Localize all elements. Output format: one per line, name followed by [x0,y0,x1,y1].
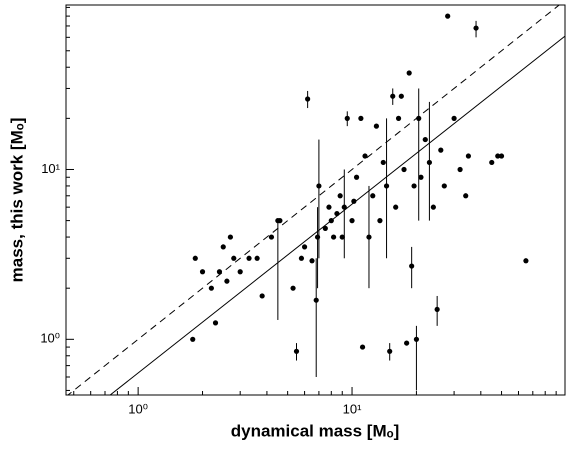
point [366,234,372,240]
y-tick-label: 10¹ [41,161,60,176]
point [190,336,196,342]
y-axis-label: mass, this work [Mₒ] [7,118,26,283]
point [298,255,305,261]
point [457,166,463,173]
point [422,136,428,143]
point [208,285,214,291]
x-tick-label: 10⁰ [128,401,148,416]
point [322,225,328,231]
point [344,115,350,121]
point [370,193,376,199]
point [465,153,472,159]
point [498,153,505,159]
point [309,258,315,264]
point [495,153,501,159]
point [277,218,283,224]
point [330,234,337,240]
point [401,166,407,173]
point [337,193,343,199]
point [259,293,265,299]
point [199,269,206,275]
x-tick-label: 10¹ [343,401,362,416]
point [353,174,360,180]
point [445,13,451,19]
point [373,123,380,129]
point [409,263,415,269]
point [426,159,433,166]
point [473,25,479,31]
point [416,115,422,121]
point [395,115,402,121]
x-axis-label: dynamical mass [Mₒ] [231,421,400,440]
point [377,218,383,224]
point [418,174,424,180]
plot-frame [65,4,566,396]
point [362,153,368,159]
point [290,285,296,291]
y-tick-label: 10⁰ [40,331,60,346]
point [404,340,410,346]
point [305,96,311,102]
point [192,255,198,261]
point [387,348,393,354]
point [220,244,226,250]
point [358,115,364,121]
point [224,278,230,284]
point [227,234,234,240]
point [406,70,412,76]
point [434,306,440,313]
point [316,183,322,189]
point [523,258,529,264]
point [390,93,396,99]
point [393,204,399,210]
point [438,147,444,153]
point [231,255,237,261]
reference-line [67,5,560,395]
point [489,159,495,166]
plot-area [67,5,565,395]
point [351,198,357,204]
point [254,255,260,261]
point [293,348,300,354]
point [237,269,243,275]
point [268,234,275,240]
point [430,204,436,210]
point [339,234,345,240]
point [411,183,417,189]
point [212,320,219,326]
point [334,210,340,217]
point [413,336,420,342]
point [349,218,355,224]
point [359,344,366,350]
point [216,269,223,275]
point [380,159,386,166]
point [246,255,252,261]
point [341,204,347,210]
point [451,115,457,121]
point [301,244,308,250]
point [463,193,469,199]
point [383,183,390,189]
point [313,297,319,303]
point [326,204,332,210]
point [398,93,404,99]
point [328,218,334,224]
point [441,183,447,189]
